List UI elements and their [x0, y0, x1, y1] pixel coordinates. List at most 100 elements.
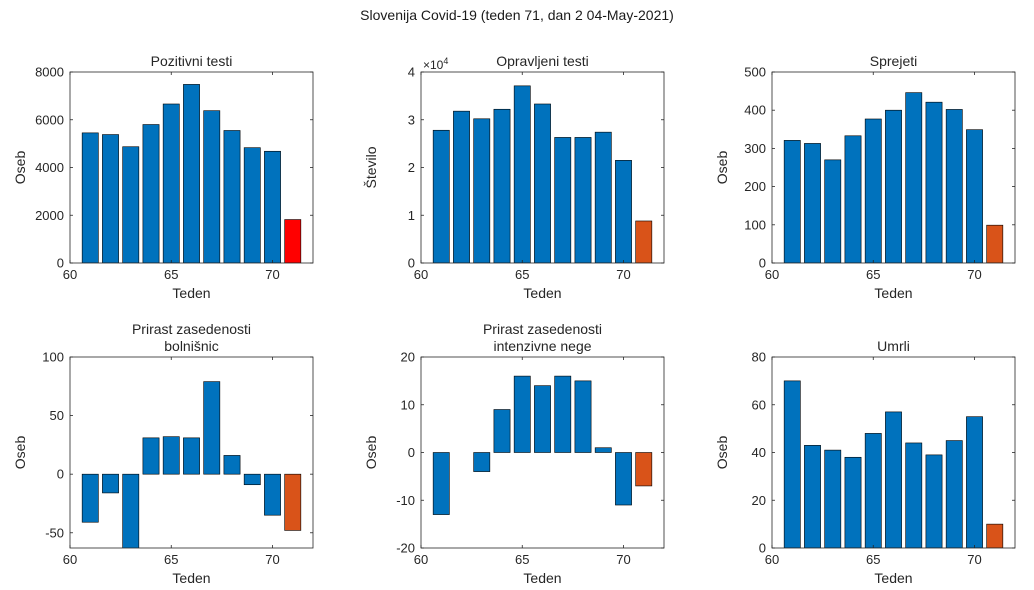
y-tick-label: 300	[744, 141, 766, 156]
x-tick-label: 65	[866, 552, 880, 567]
subplot-6: 60 65 70 0 20 40 60 80 Umrli Teden Oseb	[714, 338, 1016, 586]
y-tick-label: 6000	[35, 112, 64, 127]
y-tick-label: 0	[57, 256, 64, 271]
y-tick-label: 4	[408, 65, 415, 80]
y-tick-label: 40	[752, 445, 766, 460]
bar-week-65	[162, 436, 180, 475]
y-tick-label: 1	[408, 208, 415, 223]
subplot-title: Prirast zasedenosti	[132, 321, 251, 337]
y-tick-label: 80	[752, 350, 766, 365]
bar-week-61	[432, 452, 450, 515]
y-tick-label: -50	[45, 525, 64, 540]
bar-week-61	[783, 380, 801, 548]
bar-week-66	[534, 103, 551, 263]
bar-week-68	[574, 380, 592, 453]
bar-week-63	[473, 452, 491, 472]
y-tick-label: 3	[408, 112, 415, 127]
x-tick-label: 65	[164, 267, 178, 282]
bar-week-66	[183, 437, 200, 475]
x-tick-label: 65	[866, 267, 880, 282]
bar-week-71	[986, 523, 1004, 548]
bar-week-63	[824, 159, 842, 263]
y-exponent-label: ×104	[423, 56, 448, 72]
subplot-title: Prirast zasedenosti	[483, 321, 602, 337]
bar-week-61	[81, 132, 99, 263]
subplot-2: 60 65 70 0 1 2 3 4 ×104 Opravljeni testi Teden Štev…	[363, 53, 665, 301]
y-tick-label: 0	[57, 467, 64, 482]
x-tick-label: 70	[967, 267, 981, 282]
y-axis-label: Oseb	[714, 151, 730, 185]
axes-box	[771, 71, 1016, 264]
bar-week-67	[554, 137, 572, 263]
bar-week-66	[885, 109, 902, 263]
y-tick-label: -10	[396, 493, 415, 508]
y-tick-label: 2000	[35, 208, 64, 223]
bar-series	[783, 92, 1004, 263]
bar-week-69	[243, 473, 261, 486]
x-tick-label: 65	[164, 552, 178, 567]
bar-week-64	[142, 437, 160, 475]
y-tick-label: 200	[744, 179, 766, 194]
subplot-title: Sprejeti	[870, 53, 917, 69]
bar-week-68	[223, 130, 241, 263]
bar-week-63	[824, 449, 842, 548]
x-tick-label: 70	[616, 267, 630, 282]
bar-week-64	[142, 124, 160, 263]
bar-series	[81, 84, 302, 263]
subplot-5: 60 65 70 -20 -10 0 10 20 Prirast zasedenostiinte…	[363, 321, 665, 586]
x-axis-label: Teden	[172, 570, 210, 586]
bar-week-61	[81, 473, 99, 523]
y-tick-label: 0	[408, 256, 415, 271]
bar-week-65	[513, 85, 531, 263]
bar-week-61	[783, 140, 801, 263]
bar-week-67	[554, 375, 572, 453]
bar-week-67	[905, 92, 923, 263]
bar-week-71	[635, 452, 653, 487]
bar-week-63	[122, 473, 140, 548]
x-tick-label: 70	[265, 552, 279, 567]
bar-week-64	[493, 409, 511, 453]
y-tick-label: -20	[396, 541, 415, 556]
y-tick-label: 0	[408, 445, 415, 460]
bar-week-68	[925, 101, 943, 263]
bar-week-69	[594, 447, 612, 453]
figure-title: Slovenija Covid-19 (teden 71, dan 2 04-M…	[360, 7, 674, 23]
x-tick-label: 60	[414, 267, 428, 282]
x-tick-label: 60	[414, 552, 428, 567]
y-tick-label: 4000	[35, 160, 64, 175]
y-tick-label: 100	[744, 217, 766, 232]
y-tick-label: 20	[401, 350, 415, 365]
y-tick-label: 0	[759, 256, 766, 271]
bar-week-65	[513, 375, 531, 453]
y-tick-label: 2	[408, 160, 415, 175]
bar-week-71	[986, 224, 1004, 263]
bar-week-62	[804, 143, 821, 263]
subplot-title: Umrli	[877, 338, 910, 354]
y-tick-label: 50	[50, 408, 64, 423]
subplot-title: Pozitivni testi	[151, 53, 233, 69]
bar-week-64	[493, 108, 511, 263]
y-tick-label: 60	[752, 397, 766, 412]
bar-week-62	[804, 445, 821, 548]
bar-series	[81, 381, 302, 548]
bar-week-61	[432, 129, 450, 263]
bar-week-65	[162, 103, 180, 263]
bar-week-68	[574, 137, 592, 263]
bar-week-68	[223, 455, 241, 475]
bar-series	[783, 380, 1004, 548]
y-tick-label: 100	[42, 350, 64, 365]
subplot-4: 60 65 70 -50 0 50 100 Prirast zasedenostibolniš…	[12, 321, 314, 586]
subplot-1: 60 65 70 0 2000 4000 6000 8000 Pozitivni testi Te…	[12, 53, 314, 301]
x-axis-label: Teden	[172, 285, 210, 301]
bar-week-64	[844, 456, 862, 548]
x-tick-label: 60	[765, 552, 779, 567]
x-tick-label: 65	[515, 552, 529, 567]
bar-series	[432, 85, 653, 263]
bar-week-69	[243, 147, 261, 263]
x-tick-label: 60	[63, 552, 77, 567]
bar-week-62	[453, 110, 470, 263]
y-axis-label: Oseb	[12, 436, 28, 470]
subplot-title: bolnišnic	[164, 338, 218, 354]
x-axis-label: Teden	[523, 285, 561, 301]
